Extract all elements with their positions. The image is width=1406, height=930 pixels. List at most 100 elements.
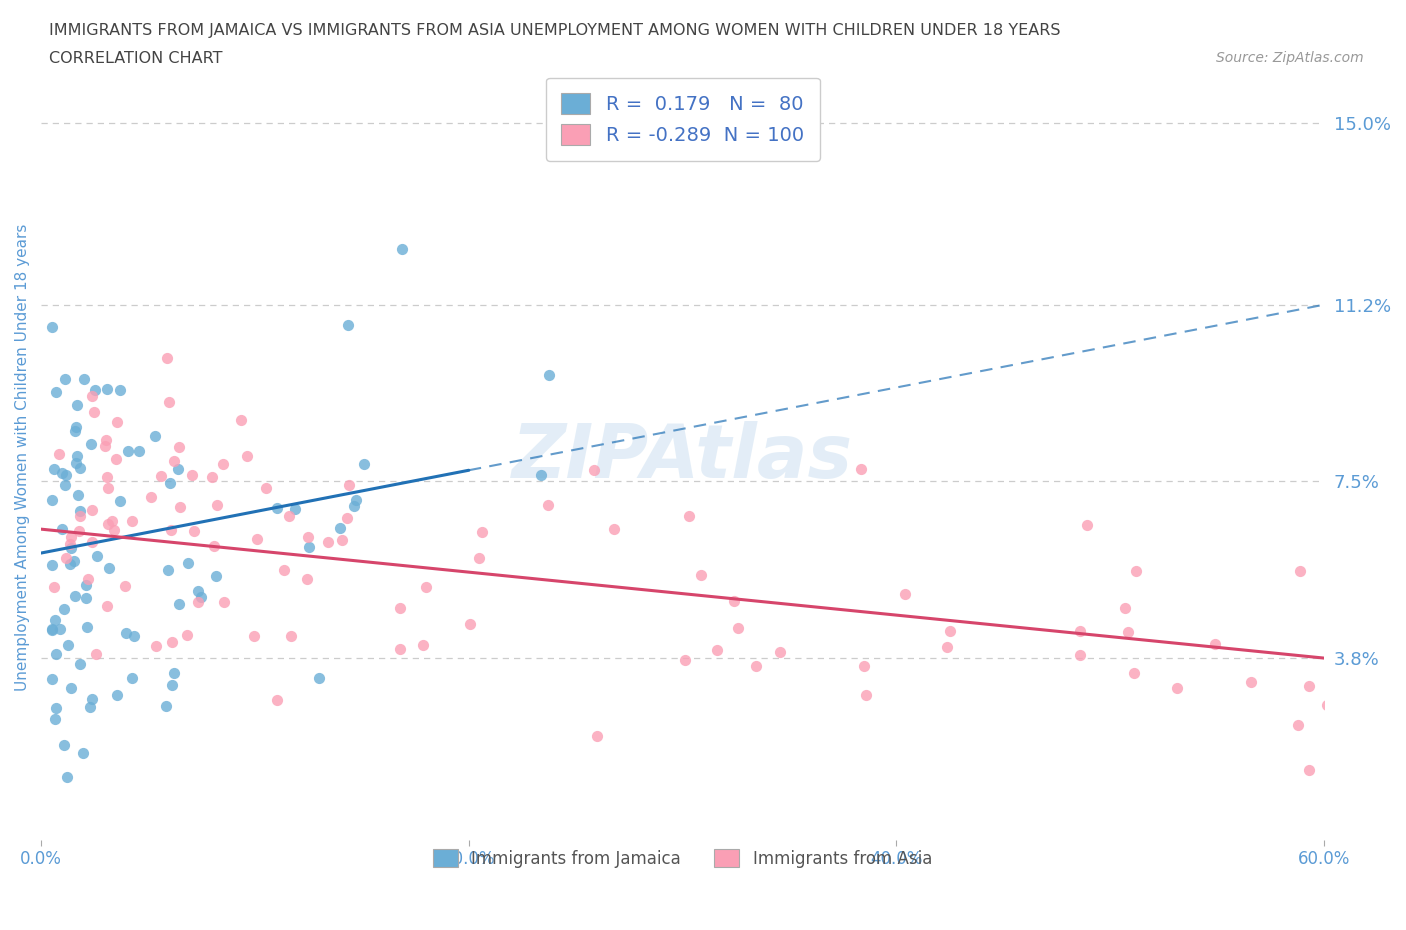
Point — [103, 523, 125, 538]
Point — [211, 457, 233, 472]
Point — [83, 405, 105, 419]
Point — [1298, 679, 1320, 694]
Point — [145, 639, 167, 654]
Point — [94, 438, 117, 453]
Point — [49, 621, 72, 636]
Point — [67, 487, 90, 502]
Point — [59, 530, 82, 545]
Point — [330, 532, 353, 547]
Point — [143, 429, 166, 444]
Point — [177, 555, 200, 570]
Point — [62, 553, 84, 568]
Point — [530, 468, 553, 483]
Point — [690, 568, 713, 583]
Point — [75, 578, 97, 592]
Point — [59, 556, 82, 571]
Point — [128, 444, 150, 458]
Point — [1316, 698, 1339, 712]
Point — [80, 692, 103, 707]
Point — [201, 469, 224, 484]
Point — [121, 513, 143, 528]
Point — [273, 563, 295, 578]
Point — [1114, 601, 1136, 616]
Point — [122, 629, 145, 644]
Point — [344, 493, 367, 508]
Point — [706, 643, 728, 658]
Point — [183, 524, 205, 538]
Point — [149, 469, 172, 484]
Legend: Immigrants from Jamaica, Immigrants from Asia: Immigrants from Jamaica, Immigrants from… — [420, 835, 945, 881]
Point — [105, 687, 128, 702]
Point — [42, 579, 65, 594]
Point — [82, 389, 104, 404]
Text: CORRELATION CHART: CORRELATION CHART — [49, 51, 222, 66]
Point — [1240, 675, 1263, 690]
Point — [96, 381, 118, 396]
Point — [1076, 517, 1098, 532]
Point — [115, 626, 138, 641]
Point — [603, 522, 626, 537]
Point — [336, 317, 359, 332]
Point — [48, 447, 70, 462]
Point — [769, 644, 792, 659]
Point — [415, 580, 437, 595]
Point — [343, 498, 366, 513]
Point — [1166, 681, 1188, 696]
Point — [1069, 624, 1091, 639]
Point — [284, 501, 307, 516]
Point — [723, 593, 745, 608]
Point — [82, 502, 104, 517]
Point — [72, 746, 94, 761]
Point — [67, 523, 90, 538]
Point — [42, 461, 65, 476]
Point — [52, 738, 75, 753]
Point — [1288, 565, 1310, 579]
Point — [1116, 624, 1139, 639]
Point — [297, 529, 319, 544]
Point — [585, 728, 607, 743]
Point — [256, 481, 278, 496]
Point — [59, 537, 82, 551]
Point — [235, 448, 257, 463]
Point — [155, 699, 177, 714]
Point — [65, 448, 87, 463]
Point — [938, 624, 960, 639]
Point — [278, 509, 301, 524]
Point — [66, 397, 89, 412]
Point — [176, 628, 198, 643]
Point — [105, 414, 128, 429]
Point — [55, 467, 77, 482]
Point — [537, 498, 560, 512]
Point — [41, 671, 63, 686]
Point — [1298, 763, 1320, 777]
Point — [1204, 636, 1226, 651]
Point — [412, 638, 434, 653]
Point — [849, 462, 872, 477]
Point — [69, 460, 91, 475]
Point — [538, 367, 561, 382]
Point — [167, 440, 190, 455]
Point — [45, 647, 67, 662]
Point — [190, 590, 212, 604]
Point — [44, 612, 66, 627]
Point — [59, 540, 82, 555]
Point — [678, 509, 700, 524]
Point — [53, 602, 76, 617]
Point — [246, 532, 269, 547]
Point — [266, 500, 288, 515]
Point — [56, 637, 79, 652]
Point — [41, 623, 63, 638]
Point — [160, 635, 183, 650]
Point — [56, 769, 79, 784]
Text: Source: ZipAtlas.com: Source: ZipAtlas.com — [1216, 51, 1364, 65]
Point — [389, 642, 412, 657]
Point — [894, 587, 917, 602]
Point — [51, 522, 73, 537]
Point — [69, 509, 91, 524]
Point — [76, 572, 98, 587]
Point — [75, 591, 97, 605]
Point — [202, 538, 225, 553]
Point — [853, 658, 876, 673]
Point — [673, 652, 696, 667]
Point — [97, 480, 120, 495]
